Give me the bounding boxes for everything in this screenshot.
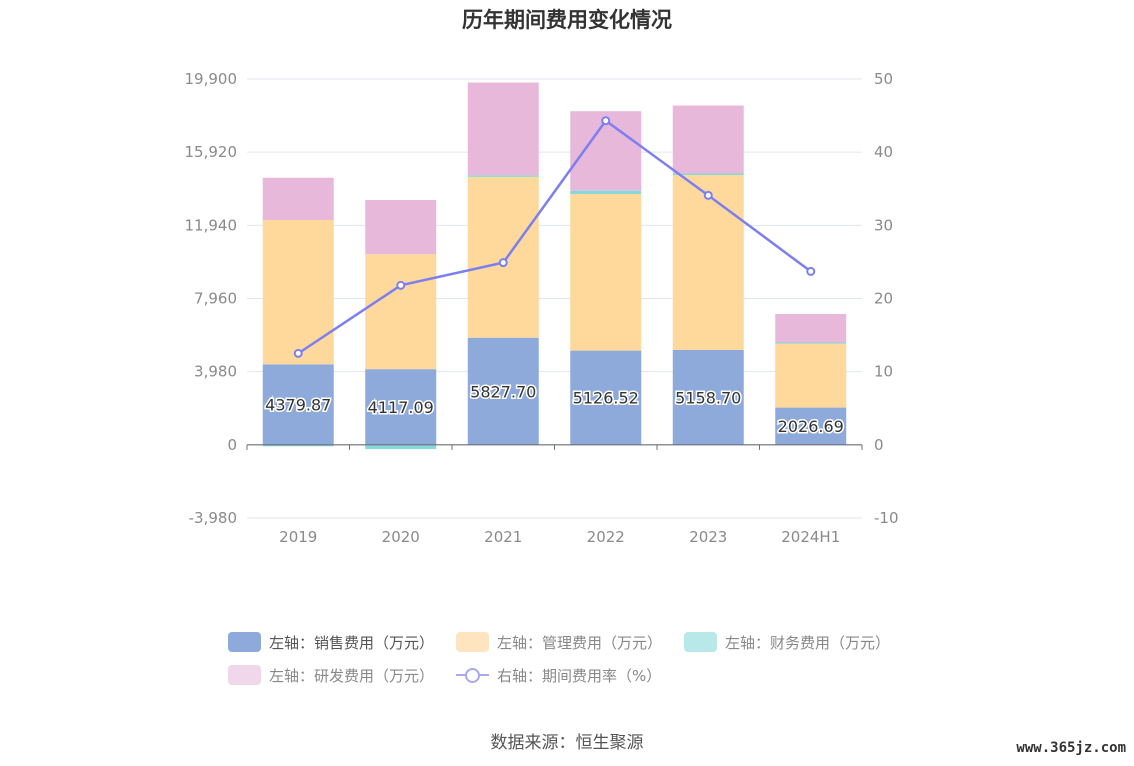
left-axis-tick-label: 15,920 xyxy=(185,143,238,161)
left-axis-tick-label: 11,940 xyxy=(185,216,238,234)
bar-seg-s0 xyxy=(365,369,437,445)
rate-point xyxy=(396,280,406,290)
left-axis-tick-label: 3,980 xyxy=(194,363,237,381)
bar-seg-s3 xyxy=(672,105,744,174)
right-axis-tick-label: 20 xyxy=(874,290,893,308)
legend-swatch-rnd xyxy=(228,665,261,685)
data-label: 4117.09 xyxy=(368,398,434,417)
legend-label-rnd: 左轴：研发费用（万元） xyxy=(269,666,435,685)
left-axis-tick-label: -3,980 xyxy=(189,509,237,527)
legend-swatch-rate xyxy=(456,665,490,685)
bar-seg-s3 xyxy=(262,177,334,221)
right-axis-tick-label: 40 xyxy=(874,143,893,161)
bar-seg-s3 xyxy=(365,200,437,255)
rate-point xyxy=(498,258,508,268)
chart-plot: 19,900 50 15,920 40 11,940 30 7,960 20 3,980 10 0 0… xyxy=(185,70,899,546)
bar-seg-s3 xyxy=(467,82,539,176)
x-tick-label: 2021 xyxy=(484,528,522,546)
data-label: 5827.70 xyxy=(470,382,536,401)
legend-label-admin: 左轴：管理费用（万元） xyxy=(497,633,663,652)
legend-item-finance[interactable]: 左轴：财务费用（万元） xyxy=(684,632,890,653)
x-tick-label: 2019 xyxy=(279,528,317,546)
x-tick-label: 2024H1 xyxy=(781,528,840,546)
bar-seg-s2 xyxy=(570,190,642,194)
bar-seg-s1 xyxy=(467,176,539,338)
x-tick-label: 2023 xyxy=(689,528,727,546)
legend-swatch-admin xyxy=(456,632,490,652)
chart-title: 历年期间费用变化情况 xyxy=(462,8,672,32)
data-label: 5158.70 xyxy=(675,388,741,407)
right-axis-tick-label: -10 xyxy=(874,509,899,527)
bar-seg-s1 xyxy=(775,343,847,408)
legend-item-rnd[interactable]: 左轴：研发费用（万元） xyxy=(228,665,434,686)
bar-seg-s2 xyxy=(467,175,539,177)
data-label: 4379.87 xyxy=(265,396,331,415)
bar-seg-s2 xyxy=(262,444,334,447)
rate-point xyxy=(601,116,611,126)
bar-seg-s2 xyxy=(672,173,744,175)
left-axis-tick-label: 7,960 xyxy=(194,290,237,308)
x-tick-label: 2020 xyxy=(382,528,420,546)
rate-point xyxy=(703,190,713,200)
bar-seg-s2 xyxy=(365,444,437,450)
bar-seg-s0 xyxy=(262,364,334,445)
data-label: 2026.69 xyxy=(778,417,844,436)
bar-seg-s1 xyxy=(365,254,437,370)
right-axis-tick-label: 30 xyxy=(874,216,893,234)
data-label: 5126.52 xyxy=(573,389,639,408)
rate-point xyxy=(293,348,303,358)
bar-seg-s2 xyxy=(775,342,847,344)
bar-seg-s1 xyxy=(262,220,334,365)
legend-item-admin[interactable]: 左轴：管理费用（万元） xyxy=(456,632,662,653)
right-axis-tick-label: 0 xyxy=(874,436,884,454)
bar-seg-s0 xyxy=(672,349,744,445)
legend-swatch-sales xyxy=(228,632,261,652)
data-source: 数据来源：恒生聚源 xyxy=(490,733,644,753)
left-axis-tick-label: 0 xyxy=(227,436,237,454)
legend-label-finance: 左轴：财务费用（万元） xyxy=(725,633,891,652)
legend-swatch-finance xyxy=(684,632,718,652)
rate-point xyxy=(806,266,816,276)
bar-seg-s0 xyxy=(570,350,642,445)
right-axis-tick-label: 10 xyxy=(874,363,893,381)
legend: 左轴：销售费用（万元） 左轴：管理费用（万元） 左轴：财务费用（万元） 左轴：研… xyxy=(228,630,948,696)
bar-seg-s1 xyxy=(672,174,744,350)
legend-label-rate: 右轴：期间费用率（%） xyxy=(497,666,662,685)
legend-label-sales: 左轴：销售费用（万元） xyxy=(269,633,435,652)
bar-seg-s1 xyxy=(570,193,642,351)
rate-line xyxy=(297,118,812,355)
bar-seg-s3 xyxy=(775,314,847,343)
legend-item-sales[interactable]: 左轴：销售费用（万元） xyxy=(228,632,434,653)
left-axis-tick-label: 19,900 xyxy=(185,70,238,88)
watermark: www.365jz.com xyxy=(1016,740,1126,756)
legend-item-rate[interactable]: 右轴：期间费用率（%） xyxy=(456,665,661,686)
bar-seg-s0 xyxy=(467,337,539,445)
right-axis-tick-label: 50 xyxy=(874,70,893,88)
x-tick-label: 2022 xyxy=(587,528,625,546)
bar-seg-s0 xyxy=(775,407,847,445)
